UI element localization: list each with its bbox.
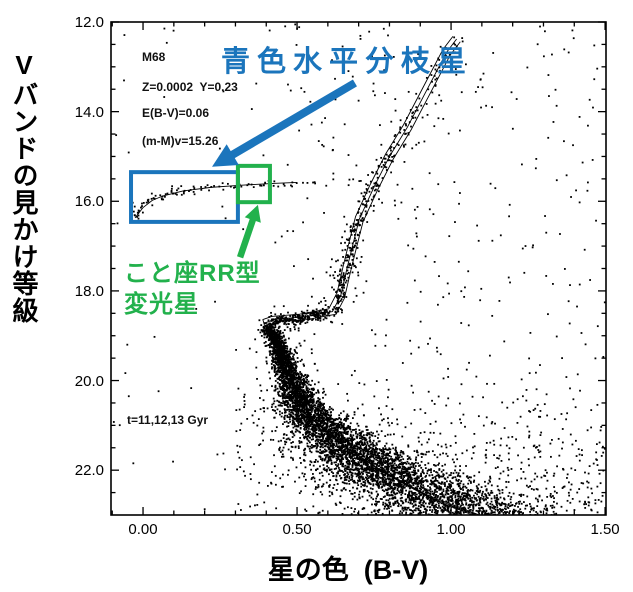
y-tick-label: 14.0 (74, 103, 104, 121)
y-tick-label: 18.0 (74, 282, 104, 300)
y-tick-label: 20.0 (74, 372, 104, 390)
x-tick-label: 1.50 (590, 521, 620, 538)
y-axis-title: Vバンドの見かけ等級 (9, 50, 39, 324)
x-tick-label: 0.00 (128, 521, 158, 538)
isochrone-age-label: t=11,12,13 Gyr (127, 413, 209, 427)
rr-lyrae-annotation: こと座RR型 変光星 (124, 260, 261, 318)
y-tick-label: 16.0 (74, 193, 104, 211)
y-tick-label: 12.0 (74, 14, 104, 31)
distance-modulus-label: (m-M)v=15.26 (142, 134, 219, 148)
cluster-name-label: M68 (142, 50, 166, 64)
x-tick-label: 1.00 (436, 521, 466, 538)
blue-horizontal-branch-annotation: 青色水平分枝星 (221, 46, 474, 78)
x-axis-title: 星の色 (B-V) (267, 555, 429, 585)
composition-label: Z=0.0002 Y=0.23 (142, 80, 238, 94)
y-tick-label: 22.0 (74, 462, 104, 480)
reddening-label: E(B-V)=0.06 (142, 106, 210, 120)
x-tick-label: 0.50 (282, 521, 312, 538)
